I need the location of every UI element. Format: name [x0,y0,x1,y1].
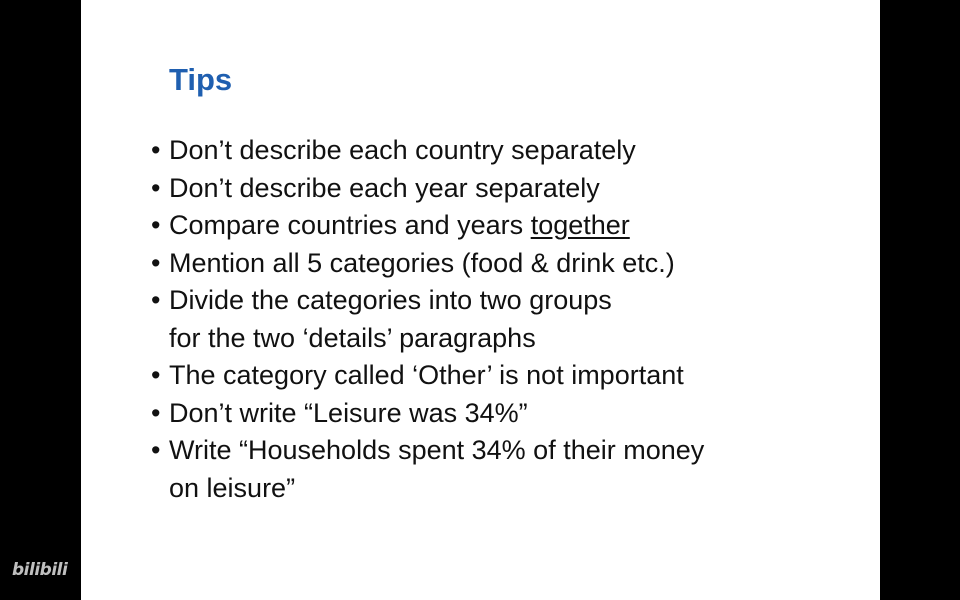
tip-text-before: Compare countries and years [169,210,531,240]
bullet-icon: • [151,172,161,203]
tip-text: Don’t describe each year separately [169,172,600,203]
bullet-icon: • [151,135,161,165]
tip-item: • Don’t describe each country separately [151,132,704,170]
slide-title: Tips [169,62,233,97]
bullet-icon: • [151,247,161,278]
tip-text: The category called ‘Other’ is not impor… [169,360,684,390]
tip-item: • Compare countries and years together [151,207,704,245]
tips-list: • Don’t describe each country separately… [151,132,704,507]
bilibili-watermark: bilibili [12,560,68,580]
tip-item: • Write “Households spent 34% of their m… [151,432,704,507]
bullet-icon: • [151,435,161,465]
tip-text: Don’t describe each country separately [169,135,636,165]
tip-text: Compare countries and years together [169,207,704,245]
tip-item: • Don’t write “Leisure was 34%” [151,395,704,433]
bullet-icon: • [151,397,161,428]
tip-text: Write “Households spent 34% of their mon… [169,435,705,465]
tip-text: Divide the categories into two groups [169,285,612,315]
slide: Tips • Don’t describe each country separ… [81,0,880,600]
tip-text: Mention all 5 categories (food & drink e… [169,247,675,278]
tip-item: • Don’t describe each year separately [151,170,704,208]
tip-text-continued: for the two ‘details’ paragraphs [169,322,536,353]
tip-item: • Divide the categories into two groups … [151,282,704,357]
tip-underlined-word: together [530,210,630,240]
tip-text-continued: on leisure” [169,472,296,503]
bullet-icon: • [151,210,161,240]
tip-item: • Mention all 5 categories (food & drink… [151,245,704,283]
tip-item: • The category called ‘Other’ is not imp… [151,357,704,395]
bullet-icon: • [151,285,161,315]
tip-text: Don’t write “Leisure was 34%” [169,397,528,428]
bullet-icon: • [151,360,161,390]
